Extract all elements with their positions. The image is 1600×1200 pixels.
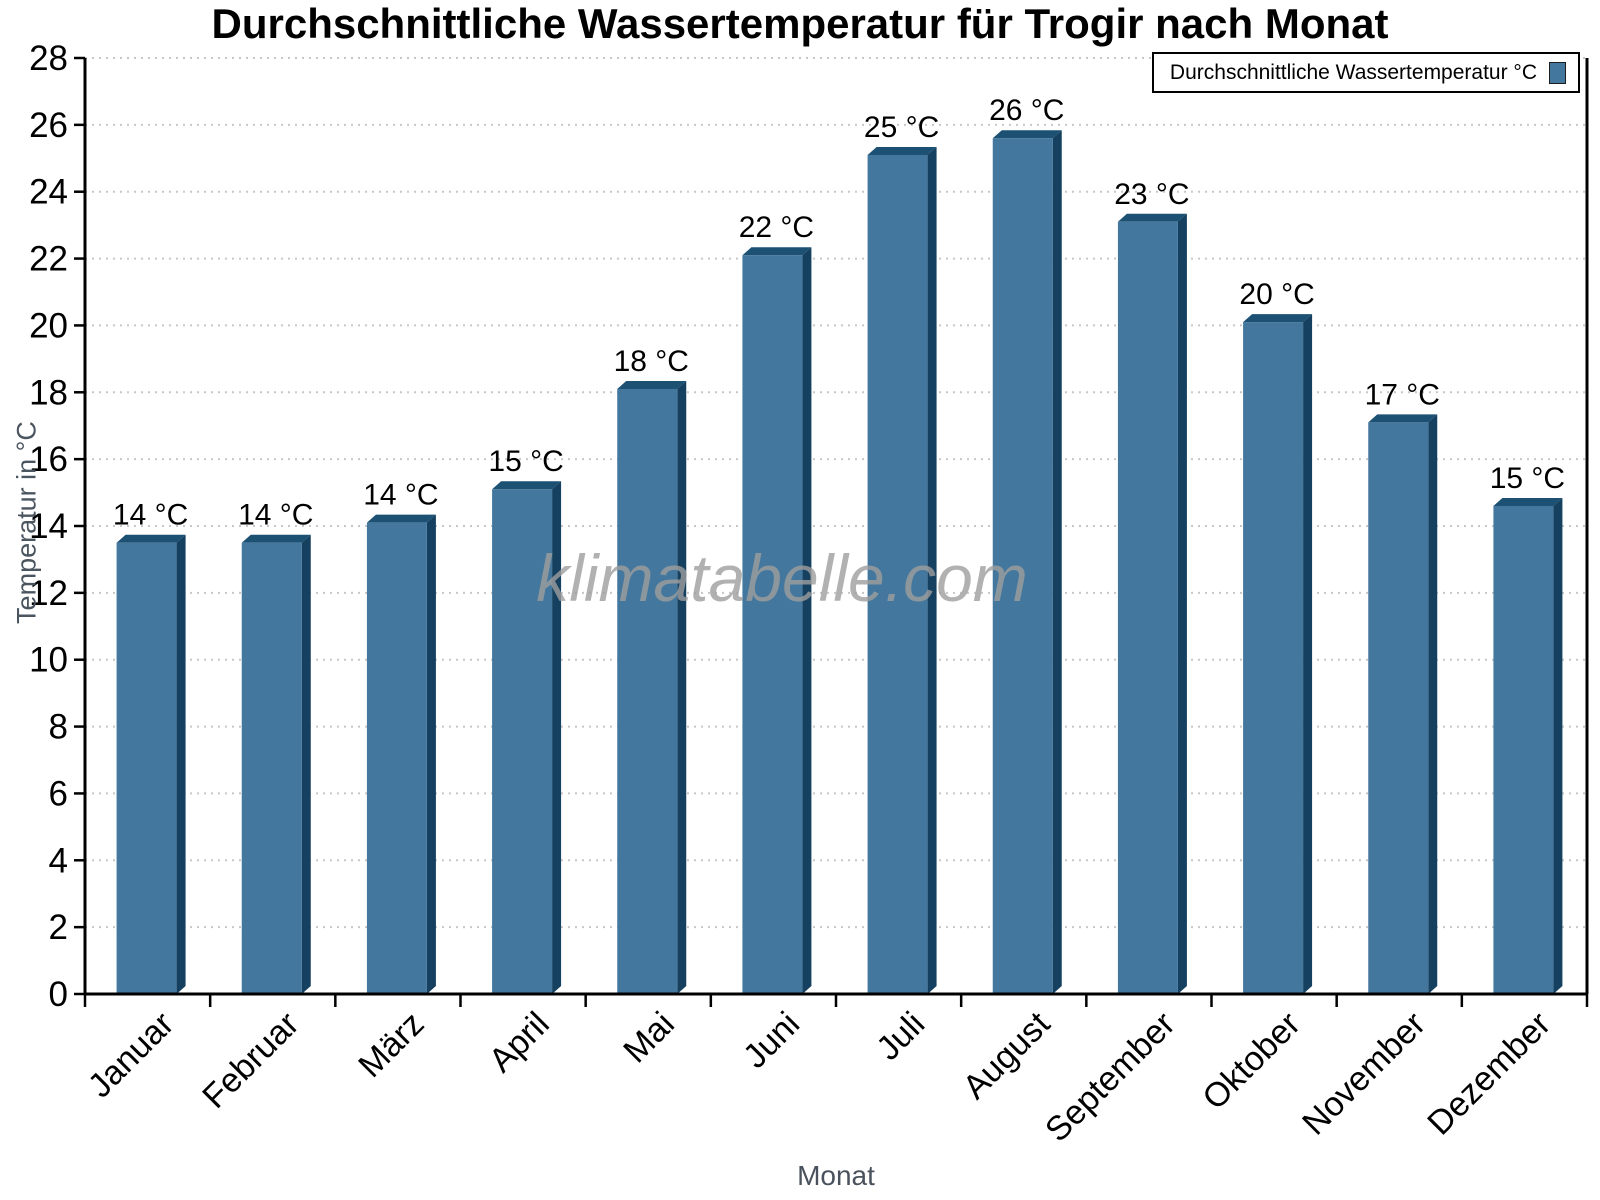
bar-value-label-3: 15 °C [488,445,563,478]
bar-0 [116,542,177,994]
y-tick-label-0: 0 [49,975,68,1014]
legend-swatch [1549,61,1566,84]
y-tick-label-2: 2 [49,908,68,947]
bar-3 [492,489,553,994]
bar-8 [1117,221,1178,995]
y-tick-label-22: 22 [29,240,68,279]
bar-value-label-7: 26 °C [989,94,1064,127]
bar-top-face-0 [116,534,186,543]
bar-top-face-9 [1243,314,1313,323]
y-tick-label-16: 16 [29,440,68,479]
month-label-3: April [482,1005,557,1080]
y-tick-label-14: 14 [29,507,68,546]
month-label-2: März [351,1005,431,1085]
bar-top-face-1 [241,534,311,543]
month-label-0: Januar [81,1005,181,1105]
bar-top-face-7 [992,130,1062,139]
bar-10 [1368,422,1429,994]
y-axis-title: Temperatur in °C [11,421,42,624]
month-label-4: Mai [616,1005,682,1071]
bar-side-face-11 [1553,497,1563,994]
bar-side-face-2 [426,514,436,994]
bar-top-face-5 [742,247,812,256]
bar-side-face-8 [1177,213,1187,995]
bar-value-label-0: 14 °C [113,499,188,532]
y-tick-label-6: 6 [49,774,68,813]
chart-title: Durchschnittliche Wassertemperatur für T… [211,0,1389,47]
bar-side-face-1 [301,534,311,994]
legend: Durchschnittliche Wassertemperatur °C [1152,52,1580,93]
bar-2 [366,522,427,994]
month-label-10: November [1295,1005,1433,1143]
bar-9 [1243,322,1304,995]
bar-top-face-10 [1368,414,1438,423]
y-tick-label-4: 4 [49,841,68,880]
bar-side-face-9 [1303,314,1313,995]
bar-7 [992,138,1053,994]
bar-value-label-11: 15 °C [1490,462,1565,495]
bar-value-label-2: 14 °C [363,479,438,512]
bar-value-label-1: 14 °C [238,499,313,532]
bar-top-face-3 [492,481,562,490]
month-label-8: September [1038,1005,1182,1149]
bar-1 [241,542,302,994]
bar-value-label-6: 25 °C [864,111,939,144]
bar-11 [1493,505,1554,994]
y-tick-label-26: 26 [29,106,68,145]
month-label-9: Oktober [1195,1005,1307,1117]
y-tick-label-10: 10 [29,641,68,680]
y-tick-label-24: 24 [29,173,68,212]
month-label-1: Februar [195,1005,306,1116]
legend-label: Durchschnittliche Wassertemperatur °C [1169,60,1537,84]
watermark: klimatabelle.com [536,541,1028,615]
month-label-11: Dezember [1420,1005,1558,1143]
bar-top-face-6 [867,146,937,155]
bar-side-face-5 [802,247,812,994]
bar-top-face-4 [617,380,687,389]
y-tick-label-18: 18 [29,373,68,412]
y-tick-label-20: 20 [29,306,68,345]
bar-4 [617,388,678,994]
bar-6 [867,154,928,994]
month-label-6: Juli [869,1005,932,1068]
bar-5 [742,255,803,994]
bar-top-face-8 [1117,213,1187,222]
y-tick-label-12: 12 [29,574,68,613]
bar-top-face-2 [366,514,436,523]
bar-side-face-0 [176,534,186,994]
bar-side-face-7 [1052,130,1062,994]
bar-side-face-6 [927,146,937,994]
bar-side-face-10 [1428,414,1438,994]
bar-value-label-8: 23 °C [1114,178,1189,211]
x-axis-title: Monat [797,1160,875,1191]
bar-value-label-4: 18 °C [614,345,689,378]
bar-value-label-9: 20 °C [1239,278,1314,311]
bar-side-face-4 [677,380,687,994]
y-tick-label-28: 28 [29,39,68,78]
bar-side-face-3 [552,481,562,994]
bar-value-label-5: 22 °C [739,211,814,244]
bar-top-face-11 [1493,497,1563,506]
month-label-7: August [956,1004,1058,1106]
bar-value-label-10: 17 °C [1365,378,1440,411]
month-label-5: Juni [736,1005,807,1076]
y-tick-label-8: 8 [49,708,68,747]
